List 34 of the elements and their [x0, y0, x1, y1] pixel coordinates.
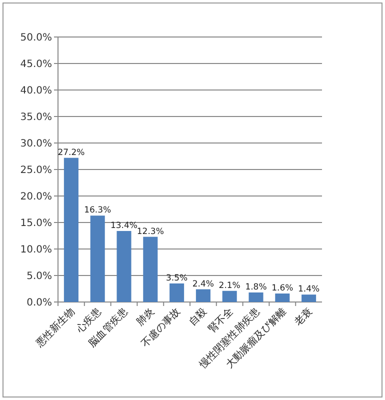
bar: [116, 230, 132, 302]
bar: [302, 294, 316, 302]
data-label: 1.6%: [272, 284, 294, 294]
y-tick-label: 45.0%: [20, 59, 52, 70]
y-tick-label: 25.0%: [20, 165, 52, 176]
x-tick-label: 悪性新生物: [32, 306, 78, 350]
bar: [222, 290, 237, 302]
data-label: 16.3%: [84, 206, 112, 216]
x-tick-label: 老衰: [292, 306, 315, 328]
data-label: 3.5%: [166, 273, 188, 284]
y-tick-label: 20.0%: [20, 192, 52, 202]
y-tick-label: 30.0%: [20, 138, 52, 150]
bar: [170, 283, 184, 302]
bar: [64, 158, 78, 302]
data-label: 12.3%: [136, 226, 164, 237]
data-label: 2.1%: [218, 280, 240, 291]
y-tick-label: 40.0%: [20, 86, 52, 96]
y-tick-label: 0.0%: [26, 298, 52, 308]
y-tick-label: 5.0%: [26, 271, 52, 282]
y-tick-label: 50.0%: [20, 32, 52, 44]
data-label: 2.4%: [192, 279, 214, 290]
data-label: 1.4%: [298, 284, 320, 295]
data-label: 13.4%: [110, 220, 138, 231]
y-tick-label: 35.0%: [20, 112, 52, 123]
bar: [143, 236, 158, 302]
bar: [275, 294, 290, 302]
x-tick-label: 肺炎: [134, 306, 157, 328]
bar: [248, 292, 264, 302]
bar: [90, 216, 105, 302]
y-tick-label: 15.0%: [20, 218, 52, 229]
data-label: 1.8%: [245, 282, 267, 292]
data-label: 27.2%: [58, 148, 85, 158]
bar: [196, 289, 210, 302]
y-tick-label: 10.0%: [20, 244, 52, 256]
